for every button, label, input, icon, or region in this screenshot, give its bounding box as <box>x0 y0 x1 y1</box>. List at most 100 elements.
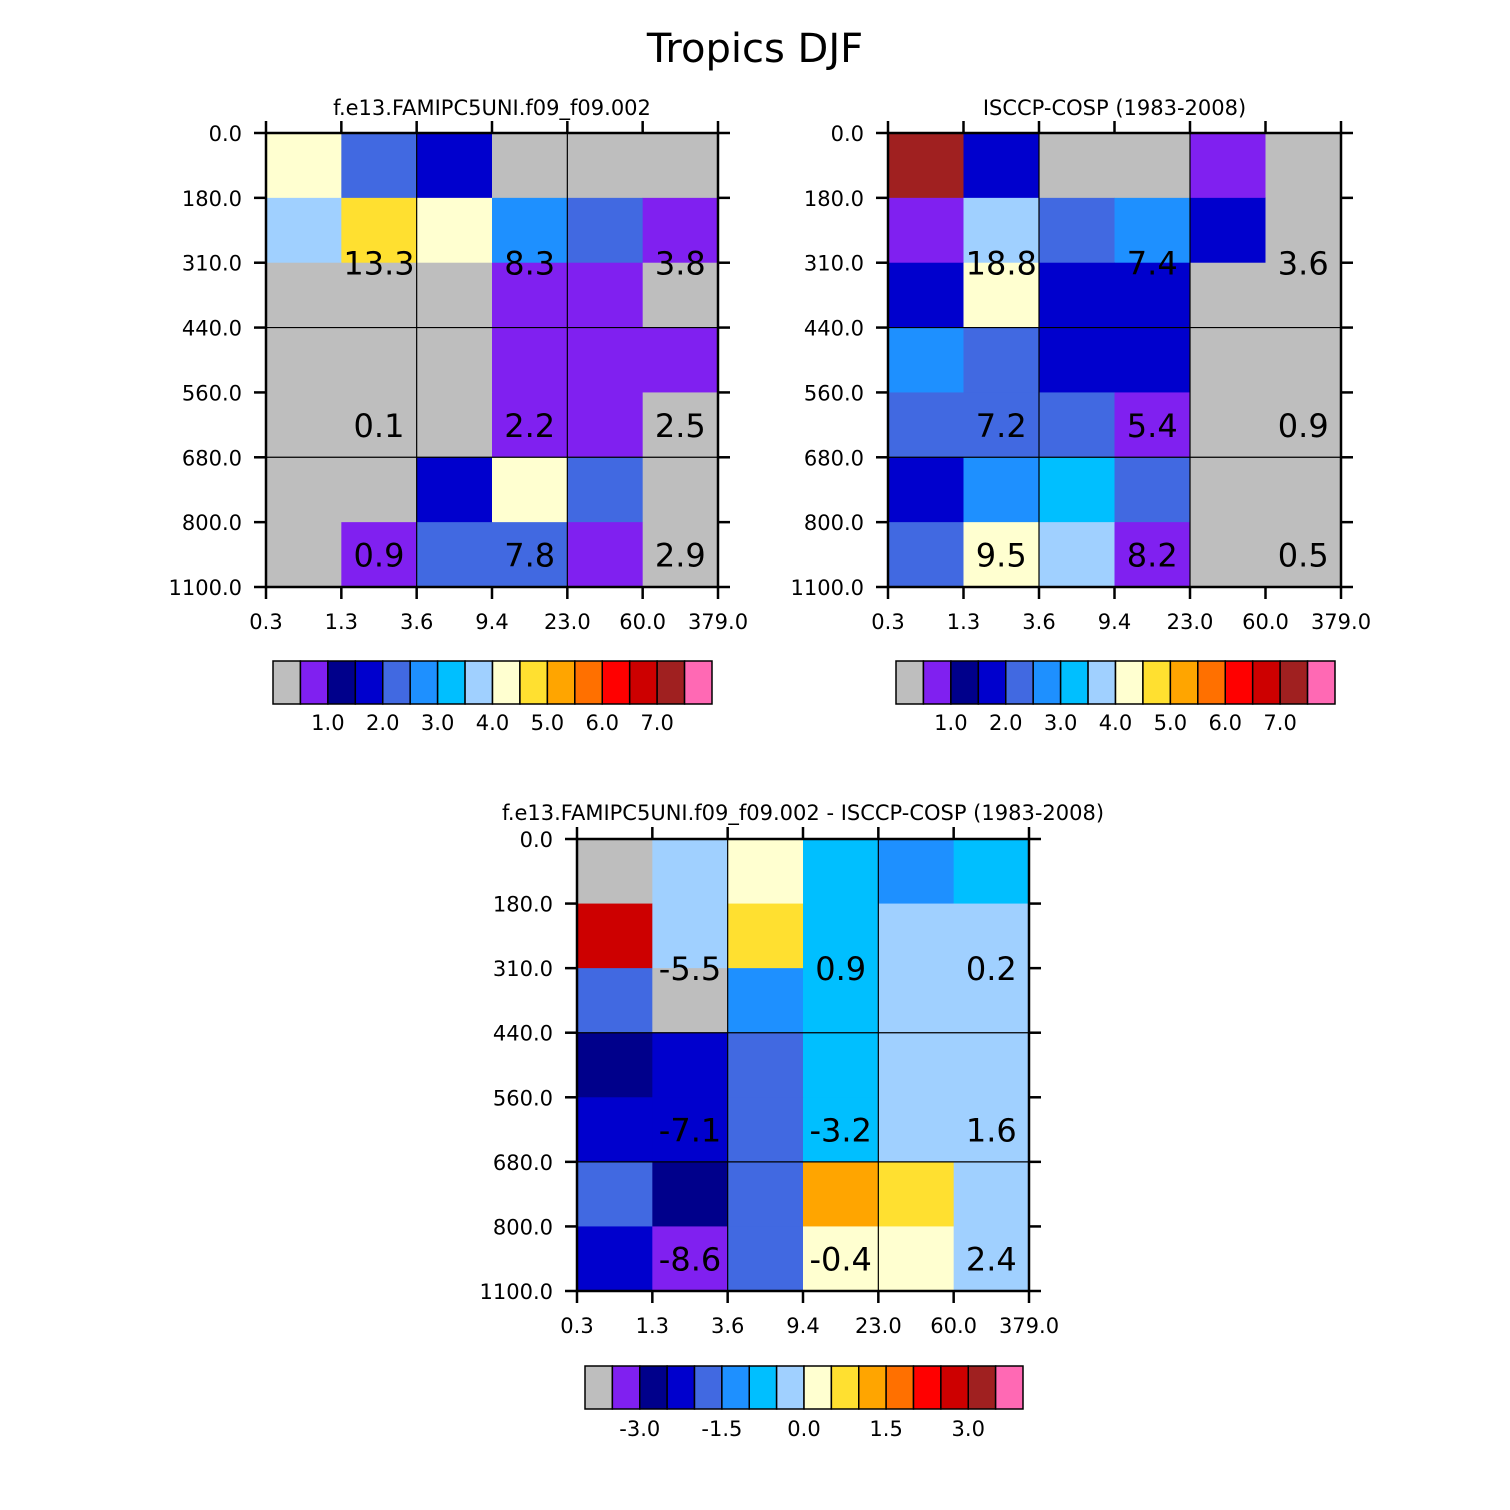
x-tick-label: 9.4 <box>475 610 508 634</box>
heatmap-cell <box>1265 262 1342 329</box>
group-value-label: 2.5 <box>655 407 706 445</box>
heatmap-cell <box>963 133 1040 199</box>
heatmap-cell <box>1114 133 1191 199</box>
group-value-label: 0.5 <box>1278 537 1329 575</box>
y-tick-label: 680.0 <box>182 446 242 470</box>
heatmap-cell <box>492 457 568 523</box>
colorbar-box <box>1197 660 1226 705</box>
colorbar-box <box>519 660 549 705</box>
colorbar-box <box>272 660 302 705</box>
heatmap-cell <box>953 968 1030 1034</box>
heatmap-cell <box>803 1161 879 1227</box>
heatmap-cell <box>341 522 418 588</box>
heatmap-cell <box>1114 262 1191 329</box>
colorbar-label: 6.0 <box>586 711 619 735</box>
colorbar-label: 1.0 <box>311 711 344 735</box>
heatmap-cell <box>963 262 1040 329</box>
colorbar-box <box>1306 660 1336 705</box>
heatmap-cell <box>888 262 964 329</box>
group-value-label: -0.4 <box>809 1241 871 1279</box>
colorbar-box <box>1224 660 1254 705</box>
heatmap-cell <box>963 197 1040 264</box>
heatmap-cell <box>266 457 342 523</box>
group-value-label: 5.4 <box>1127 407 1178 445</box>
heatmap-cell <box>803 903 879 969</box>
x-tick-label: 379.0 <box>1311 610 1371 634</box>
group-value-label: 8.2 <box>1127 537 1178 575</box>
heatmap-cell <box>963 327 1040 393</box>
group-value-label: 18.8 <box>966 245 1037 283</box>
heatmap-cell <box>727 1097 804 1163</box>
colorbar-label: 7.0 <box>640 711 673 735</box>
group-value-label: 8.3 <box>504 245 555 283</box>
panel-title: f.e13.FAMIPC5UNI.f09_f09.002 - ISCCP-COS… <box>502 801 1104 826</box>
colorbar-box <box>491 660 521 705</box>
heatmap-cell <box>963 392 1040 458</box>
heatmap-cell <box>652 1161 729 1227</box>
colorbar-box <box>977 660 1007 705</box>
heatmap-cell <box>577 968 653 1034</box>
heatmap-cell <box>341 327 418 393</box>
heatmap-cell <box>577 1032 653 1098</box>
heatmap-cell <box>1190 392 1266 458</box>
group-value-label: 3.6 <box>1278 245 1329 283</box>
colorbar-box <box>895 660 925 705</box>
heatmap-cell <box>492 522 568 588</box>
heatmap-cell <box>1190 133 1266 199</box>
heatmap-cell <box>266 327 342 393</box>
heatmap-cell <box>953 1161 1030 1227</box>
heatmap-cell <box>963 522 1040 588</box>
colorbar: 1.0 2.0 3.0 4.0 5.0 6.0 7.0 <box>272 660 713 735</box>
heatmap-cell <box>577 1161 653 1227</box>
heatmap-cell <box>1190 197 1266 264</box>
x-tick-label: 0.3 <box>560 1314 593 1338</box>
x-tick-label: 23.0 <box>855 1314 902 1338</box>
colorbar-label: 3.0 <box>1044 711 1077 735</box>
group-value-label: 0.9 <box>1278 407 1329 445</box>
panels-group: f.e13.FAMIPC5UNI.f09_f09.002 13.3 8.3 3.8 0.… <box>169 96 1372 1441</box>
heatmap-cell <box>642 457 719 523</box>
heatmap-cell <box>953 1097 1030 1163</box>
colorbar-box <box>436 660 466 705</box>
x-tick-label: 3.6 <box>1022 610 1055 634</box>
group-value-label: 2.4 <box>966 1241 1017 1279</box>
heatmap-cell <box>1265 392 1342 458</box>
colorbar-label: 5.0 <box>531 711 564 735</box>
heatmap-cell <box>1190 327 1266 393</box>
heatmap-cell <box>727 968 804 1034</box>
heatmap-cell <box>567 327 644 393</box>
colorbar-label: 7.0 <box>1263 711 1296 735</box>
colorbar-box <box>1142 660 1172 705</box>
heatmap-cell <box>953 1032 1030 1098</box>
heatmap-cell <box>1114 457 1191 523</box>
heatmap-cell <box>567 197 644 264</box>
group-value-label: 7.4 <box>1127 245 1178 283</box>
heatmap-cell <box>1265 457 1342 523</box>
x-tick-label: 1.3 <box>636 1314 669 1338</box>
colorbar-box <box>1087 660 1117 705</box>
y-tick-label: 1100.0 <box>480 1280 553 1304</box>
heatmap-cell <box>416 457 493 523</box>
heatmap-cell <box>577 1226 653 1292</box>
heatmap-cell <box>567 457 644 523</box>
heatmap-cell <box>878 903 955 969</box>
colorbar-label: 1.0 <box>934 711 967 735</box>
heatmap-cell <box>878 1097 955 1163</box>
colorbar-label: 1.5 <box>869 1417 902 1441</box>
heatmap-cell <box>567 392 644 458</box>
heatmap-cell <box>266 133 342 199</box>
heatmap-cell <box>1265 133 1342 199</box>
group-value-label: 3.8 <box>655 245 706 283</box>
heatmap-cell <box>567 262 644 329</box>
colorbar-box <box>464 660 494 705</box>
group-value-label: 2.9 <box>655 537 706 575</box>
heatmap-cell <box>416 262 493 329</box>
y-tick-label: 560.0 <box>182 381 242 405</box>
colorbar-box <box>628 660 658 705</box>
y-tick-label: 0.0 <box>831 122 864 146</box>
y-tick-label: 1100.0 <box>791 576 864 600</box>
colorbar-box <box>601 660 631 705</box>
heatmap-cell <box>803 968 879 1034</box>
colorbar-box <box>656 660 686 705</box>
group-value-label: 0.9 <box>815 950 866 988</box>
